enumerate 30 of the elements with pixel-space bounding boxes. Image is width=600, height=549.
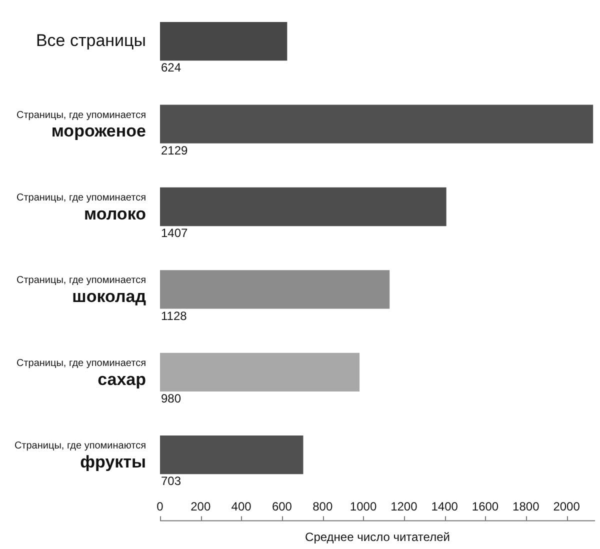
bar [160, 270, 390, 309]
bar [160, 436, 304, 474]
data-label: 980 [161, 391, 182, 406]
x-tick-label: 400 [231, 500, 252, 514]
x-tick-label: 800 [312, 500, 333, 514]
x-tick-label: 1600 [472, 500, 499, 514]
y-tick-label: Страницы, где упоминается шоколад [16, 275, 146, 306]
x-tick-label: 1800 [512, 500, 540, 514]
x-tick-label: 2000 [553, 500, 580, 514]
data-label: 624 [161, 60, 182, 75]
bar [160, 22, 288, 61]
x-tick-label: 0 [156, 500, 164, 514]
y-tick-label: Страницы, где упоминается сахар [16, 358, 146, 389]
y-tick-label: Страницы, где упоминается молоко [16, 192, 146, 224]
y-tick-label: Все страницы [36, 31, 146, 50]
x-tick-label: 1200 [390, 500, 418, 514]
x-tick-label: 200 [190, 500, 211, 514]
bar [160, 187, 446, 226]
y-tick-label: Страницы, где упоминается мороженое [16, 110, 146, 141]
bar [160, 104, 594, 144]
y-tick-label: Страницы, где упоминаются фрукты [14, 440, 146, 472]
data-label: 1407 [161, 226, 188, 240]
x-tick-label: 600 [272, 500, 292, 514]
x-tick-label: 1400 [431, 500, 458, 514]
data-label: 2129 [161, 143, 188, 158]
data-label: 703 [161, 474, 182, 488]
bar [160, 352, 360, 392]
data-label: 1128 [161, 308, 188, 323]
x-tick-label: 1000 [350, 500, 377, 514]
x-axis-title: Среднее число читателей [305, 530, 450, 544]
